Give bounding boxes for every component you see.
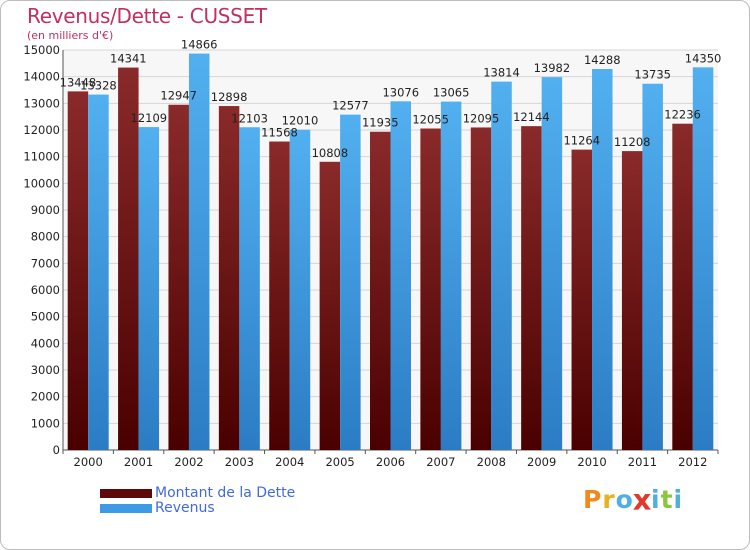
x-tick-label: 2009: [527, 455, 556, 469]
x-tick-label: 2006: [376, 455, 405, 469]
data-label-revenus: 13982: [534, 61, 571, 75]
bar-revenus: [440, 101, 462, 450]
bar-dette: [319, 161, 341, 450]
bar-dette: [672, 123, 693, 450]
x-tick-label: 2003: [225, 455, 254, 469]
y-tick-label: 1000: [31, 416, 60, 430]
data-label-dette: 11568: [261, 126, 298, 140]
logo-letter: x: [632, 482, 653, 517]
y-tick-label: 7000: [31, 256, 60, 270]
x-tick-label: 2004: [275, 455, 304, 469]
data-label-revenus: 14866: [181, 38, 218, 52]
logo-letter: o: [615, 485, 634, 514]
bar-dette: [168, 104, 189, 450]
x-tick-label: 2000: [74, 455, 103, 469]
data-label-revenus: 13076: [382, 85, 419, 99]
bar-revenus: [340, 114, 361, 450]
x-tick-label: 2008: [477, 455, 506, 469]
data-label-dette: 12947: [160, 89, 197, 103]
y-tick-label: 4000: [31, 336, 60, 350]
data-label-revenus: 12010: [282, 114, 319, 128]
y-tick-label: 2000: [31, 390, 60, 404]
legend-label-revenus: Revenus: [155, 500, 215, 516]
logo-letter: i: [673, 485, 684, 514]
bar-revenus: [188, 53, 210, 450]
x-tick-label: 2002: [174, 455, 203, 469]
y-tick-label: 9000: [31, 203, 60, 217]
data-label-dette: 11208: [614, 135, 651, 149]
legend-swatch-revenus: [100, 504, 152, 513]
plot-area: 0 1000 2000 3000 4000 5000 6000 7000 8000 9000 100…: [23, 38, 721, 469]
data-label-dette: 10808: [312, 146, 349, 160]
y-tick-label: 13000: [23, 96, 60, 110]
bar-dette: [269, 141, 290, 450]
y-tick-label: 15000: [23, 43, 60, 57]
bar-dette: [370, 131, 391, 450]
bar-dette: [218, 106, 240, 450]
logo-letter: i: [651, 485, 661, 514]
bar-dette: [470, 127, 492, 450]
data-label-revenus: 12103: [231, 111, 268, 125]
chart-subtitle: (en milliers d'€): [27, 29, 114, 42]
y-tick-label: 0: [53, 443, 60, 457]
bar-revenus: [592, 68, 613, 450]
bar-dette: [621, 151, 643, 450]
x-tick-label: 2012: [678, 455, 707, 469]
data-label-revenus: 14288: [584, 53, 621, 67]
data-label-dette: 13448: [60, 75, 97, 89]
logo-letter: P: [583, 485, 603, 514]
y-tick-label: 3000: [31, 363, 60, 377]
data-label-dette: 12144: [513, 110, 550, 124]
bar-revenus: [390, 101, 411, 450]
y-tick-label: 6000: [31, 283, 60, 297]
bar-revenus: [289, 129, 311, 450]
bar-revenus: [239, 127, 260, 451]
data-label-revenus: 13065: [433, 86, 470, 100]
bar-dette: [571, 149, 593, 451]
bar-revenus: [692, 67, 714, 450]
logo-letter: r: [602, 485, 616, 514]
bar-revenus: [88, 94, 109, 450]
data-label-dette: 14341: [110, 52, 147, 66]
y-tick-label: 5000: [31, 310, 60, 324]
data-label-revenus: 13814: [483, 66, 520, 80]
bar-revenus: [138, 127, 160, 451]
x-tick-label: 2007: [426, 455, 455, 469]
data-label-revenus: 12577: [332, 99, 369, 113]
bar-revenus: [491, 81, 512, 451]
chart-title: Revenus/Dette - CUSSET: [27, 4, 267, 28]
data-label-revenus: 12109: [131, 111, 168, 125]
data-label-revenus: 14350: [685, 51, 722, 65]
data-label-revenus: 13735: [634, 68, 671, 82]
bar-dette: [521, 126, 542, 450]
proxiti-logo: Proxiti: [583, 482, 684, 517]
bar-dette: [420, 128, 441, 451]
bar-revenus: [642, 83, 663, 450]
data-label-dette: 11935: [362, 116, 399, 130]
data-label-dette: 12095: [463, 111, 500, 125]
y-tick-label: 12000: [23, 123, 60, 137]
bar-dette: [118, 67, 139, 450]
y-tick-label: 11000: [23, 150, 60, 164]
x-tick-label: 2001: [124, 455, 153, 469]
y-tick-label: 10000: [23, 176, 60, 190]
x-tick-label: 2005: [325, 455, 354, 469]
x-tick-label: 2010: [577, 455, 606, 469]
x-tick-label: 2011: [628, 455, 657, 469]
data-label-dette: 12236: [664, 108, 701, 122]
data-label-revenus: 13328: [80, 79, 117, 93]
data-label-dette: 12055: [412, 113, 449, 127]
bar-revenus: [541, 77, 563, 450]
data-label-dette: 12898: [211, 90, 248, 104]
data-label-dette: 11264: [563, 134, 600, 148]
legend-label-debt: Montant de la Dette: [155, 485, 296, 501]
logo-letter: t: [660, 485, 674, 514]
y-tick-label: 8000: [31, 230, 60, 244]
bar-dette: [67, 91, 89, 451]
y-tick-label: 14000: [23, 70, 60, 84]
legend-swatch-debt: [100, 489, 152, 498]
